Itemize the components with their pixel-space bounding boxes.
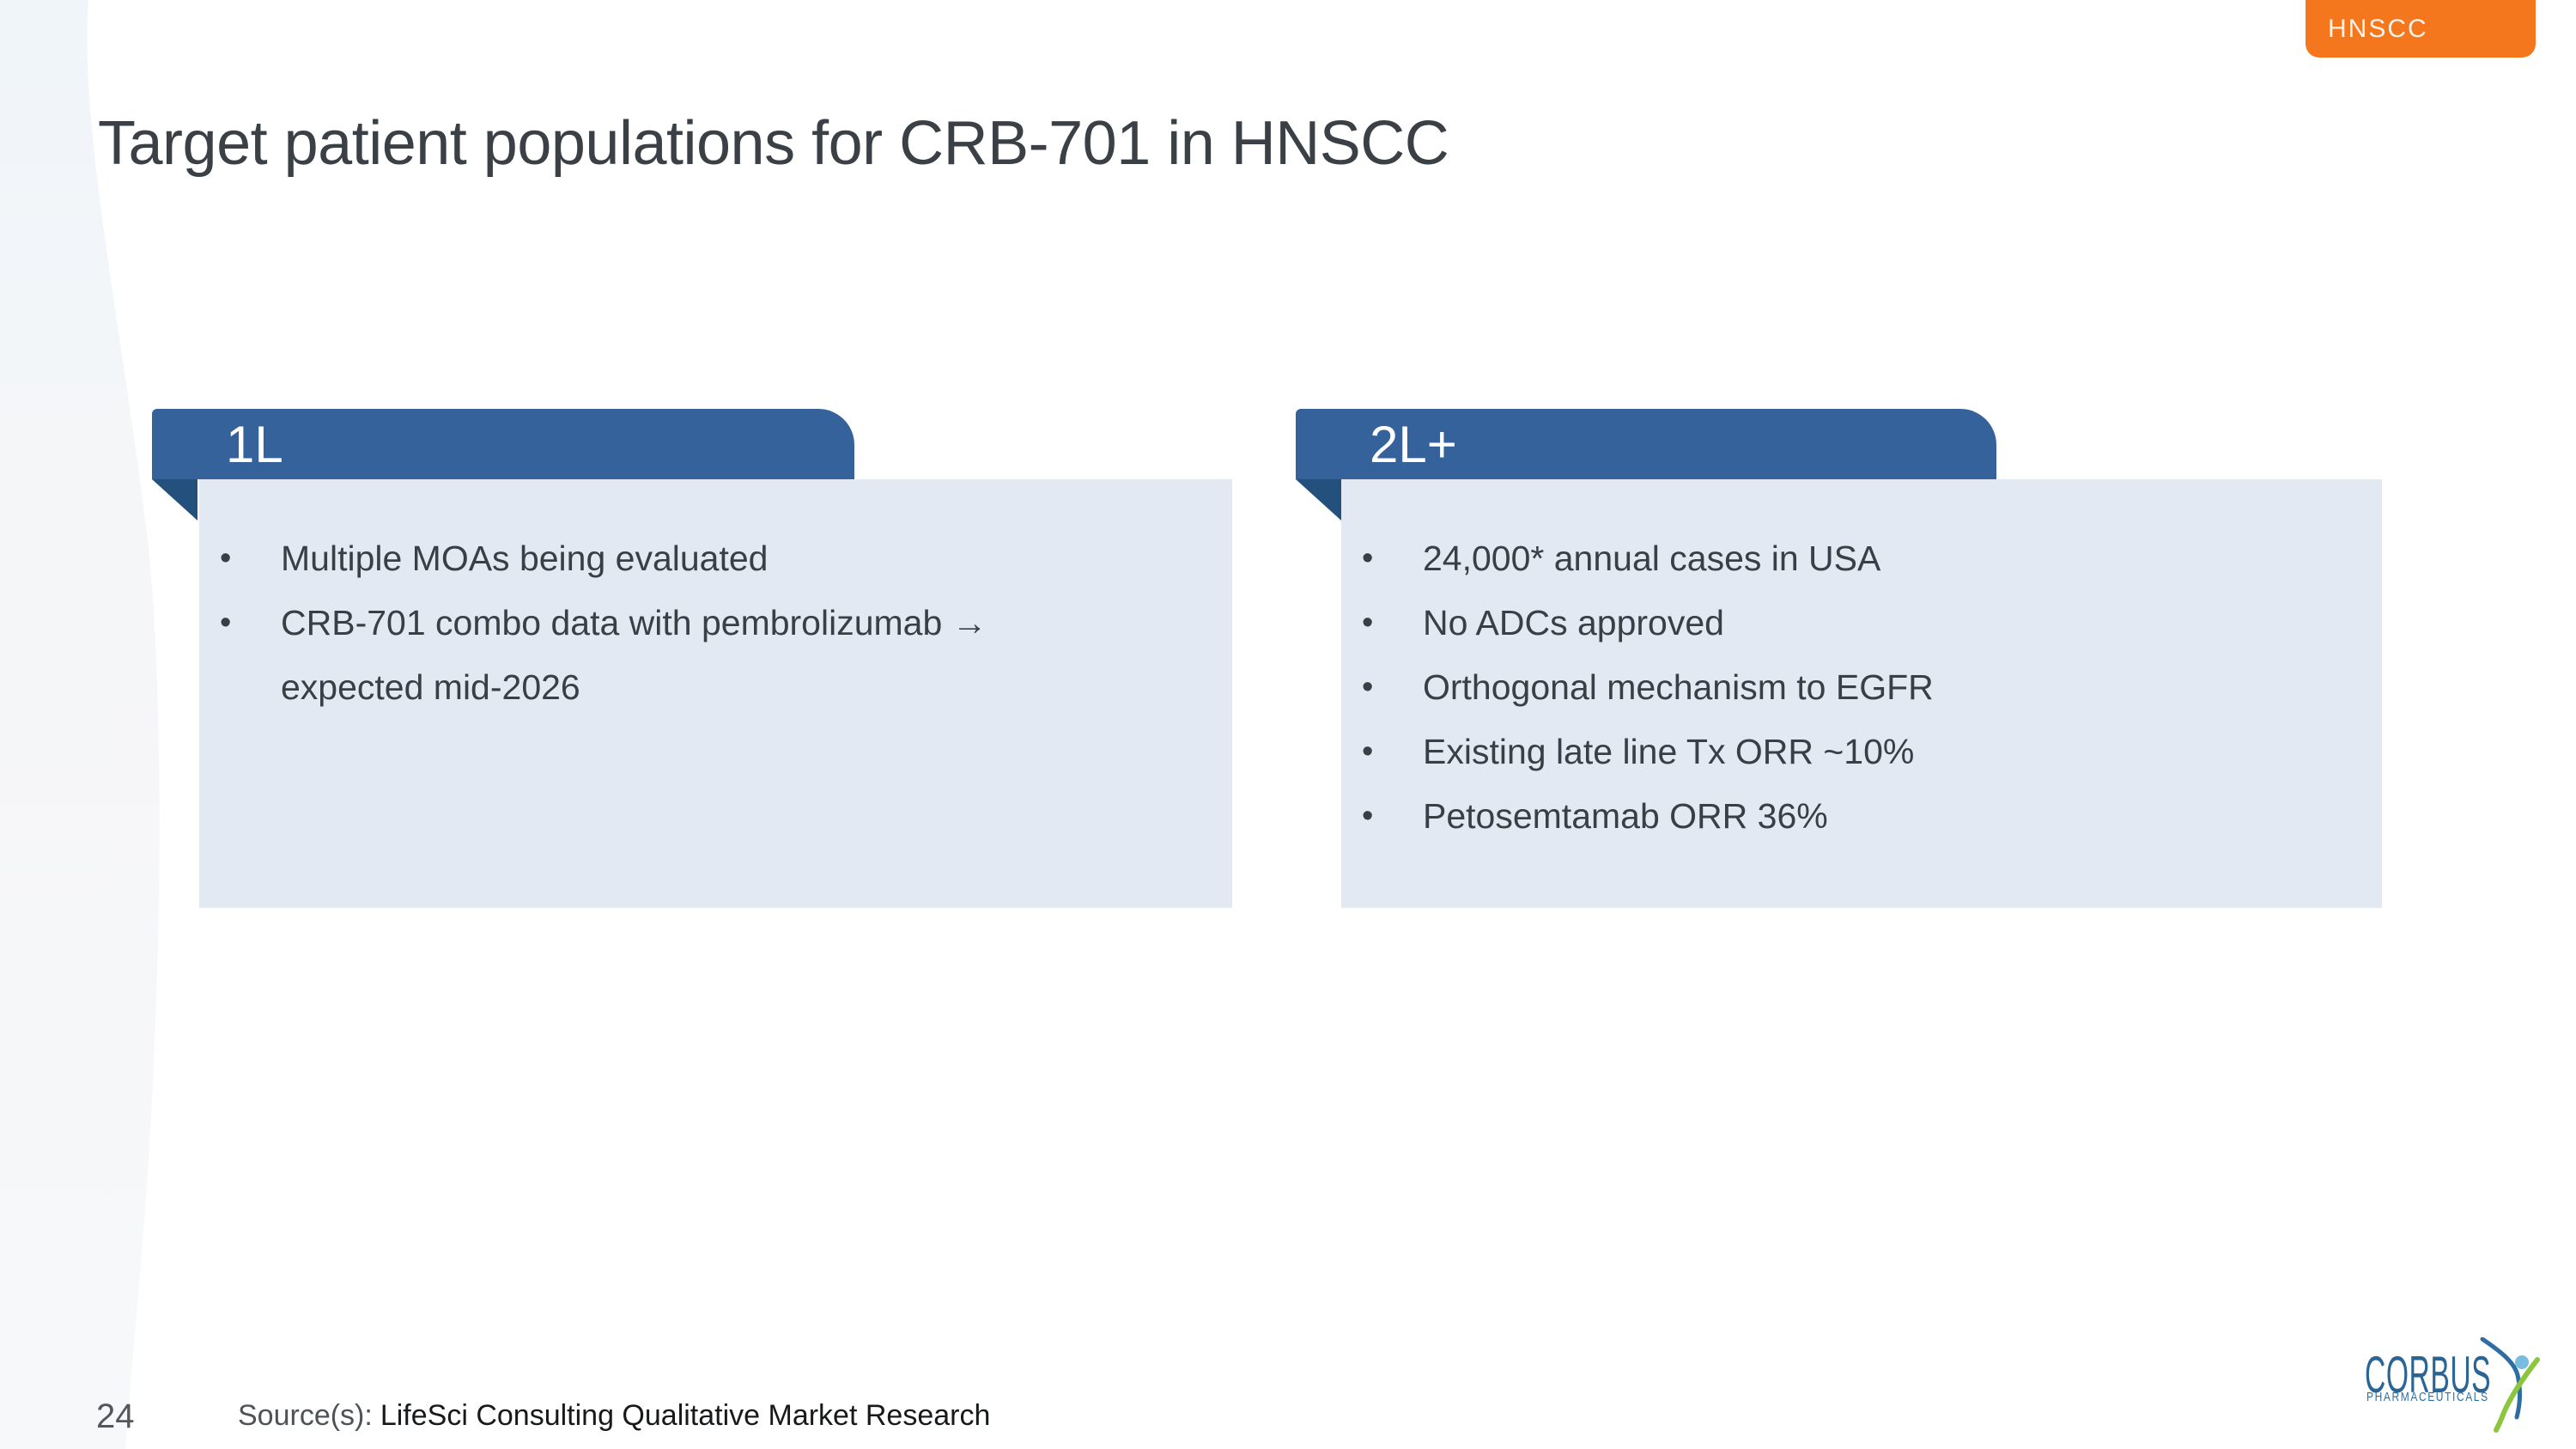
bullet-item: 24,000* annual cases in USA: [1341, 527, 2343, 591]
corbus-logo-wordmark: CORBUS: [2365, 1346, 2492, 1403]
page-number: 24: [96, 1397, 135, 1435]
indication-badge: HNSCC: [2306, 0, 2536, 58]
indication-badge-label: HNSCC: [2328, 14, 2428, 43]
tab-2l-plus-fold: [1296, 479, 1341, 521]
bullet-item: No ADCs approved: [1341, 591, 2343, 655]
tab-2l-plus-label: 2L+: [1370, 415, 1457, 473]
source-text: LifeSci Consulting Qualitative Market Re…: [380, 1399, 991, 1432]
corbus-logo: CORBUS PHARMACEUTICALS: [2363, 1336, 2576, 1449]
card-1l: Multiple MOAs being evaluatedCRB-701 com…: [199, 479, 1232, 908]
bullet-item: Multiple MOAs being evaluated: [199, 527, 1194, 591]
source-label: Source(s):: [238, 1399, 373, 1432]
left-curve-decoration: [0, 0, 160, 1449]
bullet-list-1l: Multiple MOAs being evaluatedCRB-701 com…: [199, 479, 1232, 720]
slide-title: Target patient populations for CRB-701 i…: [98, 109, 1449, 178]
tab-1l: 1L: [152, 409, 854, 479]
source-line: Source(s): LifeSci Consulting Qualitative…: [238, 1399, 990, 1433]
corbus-logo-subtext: PHARMACEUTICALS: [2366, 1390, 2489, 1404]
corbus-figure-icon: [2480, 1337, 2540, 1433]
bullet-item: CRB-701 combo data with pembrolizumab → …: [199, 591, 1194, 720]
tab-1l-label: 1L: [226, 415, 283, 473]
card-2l-plus: 24,000* annual cases in USANo ADCs appro…: [1341, 479, 2382, 908]
bullet-item: Orthogonal mechanism to EGFR: [1341, 655, 2343, 720]
tab-2l-plus: 2L+: [1296, 409, 1996, 479]
bullet-list-2l-plus: 24,000* annual cases in USANo ADCs appro…: [1341, 479, 2382, 849]
bullet-item: Petosemtamab ORR 36%: [1341, 784, 2343, 849]
bullet-item: Existing late line Tx ORR ~10%: [1341, 720, 2343, 784]
